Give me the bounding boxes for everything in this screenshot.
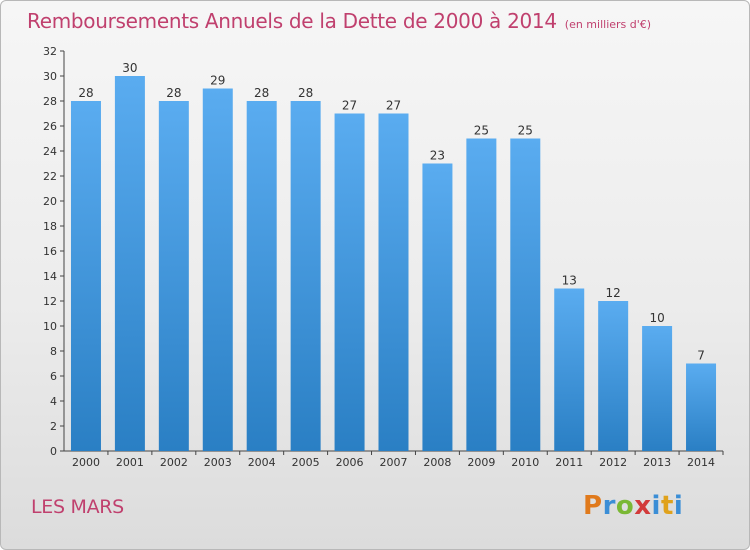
chart-subtitle: (en milliers d'€)	[564, 18, 652, 31]
data-label-2007: 27	[386, 99, 401, 113]
bar-2011	[554, 288, 585, 451]
y-tick-label: 14	[43, 270, 57, 283]
y-tick-label: 20	[43, 195, 57, 208]
bar-2005	[290, 101, 321, 451]
x-tick-label-2009: 2009	[467, 456, 495, 469]
x-tick-label-2006: 2006	[336, 456, 364, 469]
data-label-2002: 28	[166, 86, 181, 100]
x-tick-label-2013: 2013	[643, 456, 671, 469]
bar-2014	[686, 363, 717, 451]
y-tick-label: 22	[43, 170, 57, 183]
x-tick-label-2011: 2011	[555, 456, 583, 469]
proxiti-logo[interactable]: Proxiti	[583, 491, 684, 521]
bar-2004	[246, 101, 277, 451]
x-tick-label-2007: 2007	[380, 456, 408, 469]
data-label-2010: 25	[518, 124, 533, 138]
x-tick-label-2002: 2002	[160, 456, 188, 469]
chart-title: Remboursements Annuels de la Dette de 20…	[27, 9, 557, 33]
bar-2008	[422, 163, 453, 451]
data-labels: 28 30 28 29 28 28 27 27 23 25 25 13 12 10 7	[78, 61, 705, 363]
y-tick-label: 28	[43, 95, 57, 108]
x-tick-label-2008: 2008	[423, 456, 451, 469]
y-tick-label: 12	[43, 295, 57, 308]
x-tick-label-2000: 2000	[72, 456, 100, 469]
x-tick-label-2001: 2001	[116, 456, 144, 469]
x-tick-label-2003: 2003	[204, 456, 232, 469]
data-label-2006: 27	[342, 99, 357, 113]
data-label-2012: 12	[606, 286, 621, 300]
bar-2012	[598, 301, 629, 451]
data-label-2004: 28	[254, 86, 269, 100]
bar-2002	[158, 101, 189, 451]
bar-2000	[70, 101, 101, 451]
y-tick-label: 8	[50, 345, 57, 358]
y-tick-label: 26	[43, 120, 57, 133]
title-row: Remboursements Annuels de la Dette de 20…	[27, 9, 651, 33]
y-tick-label: 0	[50, 445, 57, 458]
bar-2013	[642, 326, 673, 451]
x-tick-label-2005: 2005	[292, 456, 320, 469]
y-tick-label: 10	[43, 320, 57, 333]
bar-2010	[510, 138, 541, 451]
y-tick-label: 2	[50, 420, 57, 433]
y-tick-label: 6	[50, 370, 57, 383]
data-label-2014: 7	[697, 349, 705, 363]
y-tick-label: 18	[43, 220, 57, 233]
x-tick-label-2010: 2010	[511, 456, 539, 469]
data-label-2003: 29	[210, 74, 225, 88]
commune-name: LES MARS	[31, 496, 124, 518]
y-tick-label: 24	[43, 145, 57, 158]
bar-2003	[202, 88, 233, 451]
data-label-2008: 23	[430, 149, 445, 163]
data-label-2000: 28	[78, 86, 93, 100]
y-tick-label: 16	[43, 245, 57, 258]
data-label-2005: 28	[298, 86, 313, 100]
x-tick-label-2004: 2004	[248, 456, 276, 469]
bar-2007	[378, 113, 409, 451]
bar-2006	[334, 113, 365, 451]
data-label-2009: 25	[474, 124, 489, 138]
bar-2001	[114, 76, 145, 451]
y-tick-label: 4	[50, 395, 57, 408]
bars	[70, 76, 717, 451]
y-tick-label: 32	[43, 45, 57, 58]
x-tick-label-2014: 2014	[687, 456, 715, 469]
x-axis: 2000 2001 2002 2003 2004 2005 2006 2007 2008 2009…	[64, 450, 724, 469]
data-label-2011: 13	[562, 274, 577, 288]
y-tick-label: 30	[43, 70, 57, 83]
data-label-2001: 30	[122, 61, 137, 75]
data-label-2013: 10	[649, 311, 664, 325]
x-tick-label-2012: 2012	[599, 456, 627, 469]
bar-2009	[466, 138, 497, 451]
